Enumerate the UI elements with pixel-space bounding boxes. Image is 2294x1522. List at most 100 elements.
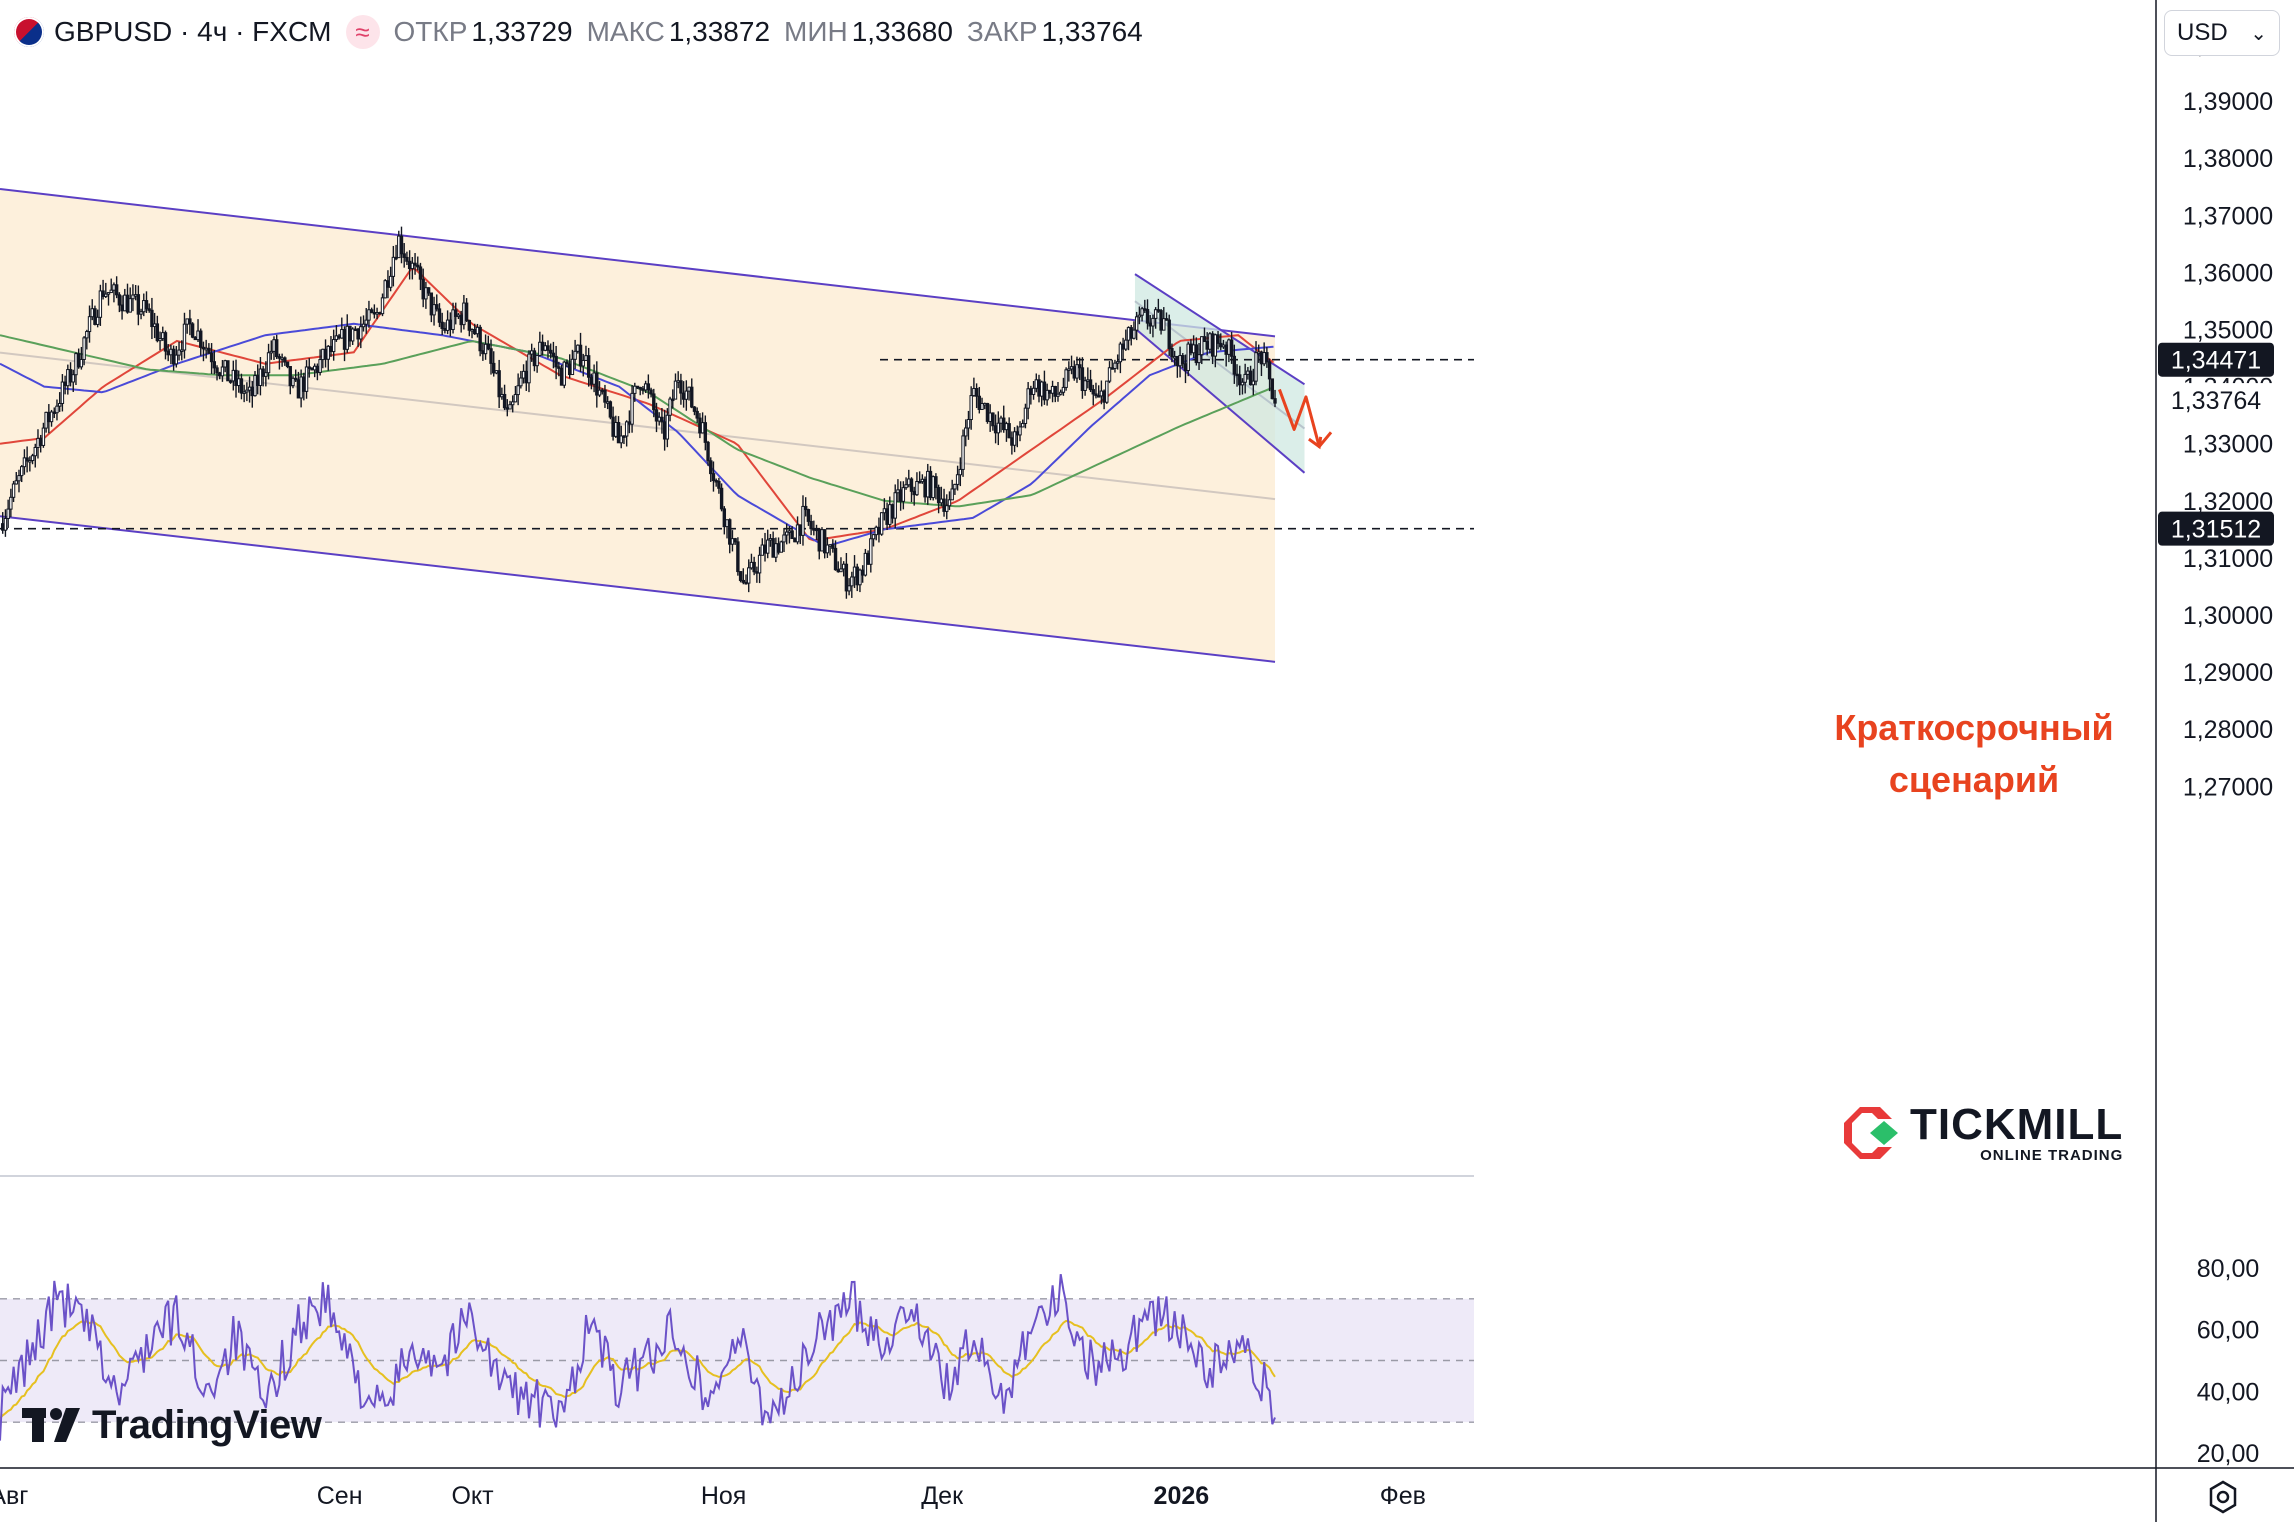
candle-body <box>1053 385 1057 397</box>
candle-body <box>228 380 233 383</box>
price-tick-label: 1,32000 <box>2183 488 2273 516</box>
candle-body <box>1077 364 1082 369</box>
candle-body <box>885 508 889 525</box>
candle-body <box>676 380 680 383</box>
candle-body <box>619 435 623 444</box>
candle-body <box>247 386 252 391</box>
candle-body <box>9 496 13 510</box>
rsi-pane[interactable] <box>0 1274 1474 1441</box>
candle-body <box>6 508 10 519</box>
candle-body <box>586 355 591 378</box>
candle-body <box>836 569 840 573</box>
main-pane[interactable] <box>0 188 1474 1177</box>
tradingview-logo: TradingView <box>22 1400 322 1450</box>
candle-body <box>1083 380 1087 391</box>
time-axis[interactable]: Авг Сен Окт Ноя Дек 2026 Фев <box>0 1467 2294 1510</box>
candle-body <box>250 386 254 397</box>
candle-body <box>752 561 756 573</box>
candle-body <box>614 421 618 437</box>
candle-body <box>576 344 580 352</box>
candle-body <box>519 377 523 387</box>
candle-body <box>1183 363 1188 372</box>
candle-body <box>871 534 876 540</box>
candle-body <box>163 332 168 352</box>
candle-body <box>266 352 271 374</box>
candle-body <box>369 309 374 313</box>
rsi-tick-label: 80,00 <box>2197 1255 2260 1283</box>
candle-body <box>768 538 773 541</box>
price-axis[interactable]: 1,400001,390001,380001,370001,360001,350… <box>2155 0 2274 1522</box>
symbol-title[interactable]: GBPUSD · 4ч · FXCM <box>54 16 332 47</box>
candle-body <box>188 318 192 325</box>
candle-body <box>285 361 290 368</box>
gear-icon <box>2209 1480 2237 1514</box>
channel-upper-line[interactable] <box>0 188 1276 338</box>
candle-body <box>603 389 607 403</box>
candle-body <box>1021 422 1025 428</box>
currency-select[interactable]: USD ⌄ <box>2164 10 2280 56</box>
candle-body <box>291 377 295 387</box>
candle-body <box>1056 393 1060 397</box>
candle-body <box>182 323 187 351</box>
candle-body <box>166 350 170 356</box>
candle-body <box>177 349 181 356</box>
candle-body <box>920 478 925 483</box>
candle-body <box>757 554 762 574</box>
candle-body <box>28 459 32 463</box>
settings-button[interactable] <box>2200 1474 2246 1520</box>
level-price-box[interactable] <box>2158 511 2274 546</box>
candle-body <box>1221 344 1226 348</box>
candle-body <box>890 504 895 519</box>
candle-body <box>532 350 537 367</box>
indicator-approx-icon[interactable]: ≈ <box>345 15 380 49</box>
short-channel-fill <box>1134 274 1305 473</box>
candle-body <box>749 561 754 569</box>
candle-body <box>1251 380 1256 386</box>
candle-body <box>584 355 588 361</box>
candle-body <box>1148 322 1152 327</box>
time-tick-label: Дек <box>921 1482 964 1510</box>
candle-body <box>1105 380 1109 403</box>
candle-body <box>180 349 184 352</box>
candle-body <box>372 311 377 315</box>
candle-body <box>1015 431 1019 436</box>
candle-body <box>1029 388 1033 395</box>
candle-body <box>722 508 727 528</box>
candle-body <box>11 483 16 498</box>
candle-body <box>557 366 561 369</box>
candle-body <box>573 350 577 360</box>
candle-body <box>839 568 843 573</box>
candle-body <box>1170 348 1174 358</box>
price-tick-label: 1,30000 <box>2183 602 2273 630</box>
candle-body <box>847 585 851 592</box>
candle-body <box>196 330 200 341</box>
chevron-down-icon: ⌄ <box>2250 22 2267 45</box>
candle-body <box>364 319 368 325</box>
level-price-box[interactable] <box>2158 342 2274 377</box>
candle-body <box>1194 344 1199 364</box>
candle-body <box>421 278 425 300</box>
candle-body <box>942 498 946 512</box>
candle-body <box>416 264 420 268</box>
candle-body <box>1216 334 1220 344</box>
candle-body <box>741 579 746 583</box>
candle-body <box>220 366 225 377</box>
candle-body <box>1042 381 1047 401</box>
candle-body <box>93 308 97 325</box>
candle-body <box>348 325 352 342</box>
candle-body <box>812 528 816 531</box>
candle-body <box>1248 370 1253 386</box>
candle-body <box>858 569 862 586</box>
candle-body <box>1178 355 1182 367</box>
candle-body <box>1273 398 1277 404</box>
candle-body <box>896 489 900 494</box>
candle-body <box>700 422 705 434</box>
short-channel-upper-line[interactable] <box>1134 273 1306 386</box>
candle-body <box>38 437 43 446</box>
candle-body <box>974 388 979 397</box>
close-value: 1,33764 <box>1041 16 1143 47</box>
channel-lower-line[interactable] <box>0 515 1276 663</box>
candle-body <box>310 367 314 371</box>
candle-body <box>3 517 8 531</box>
